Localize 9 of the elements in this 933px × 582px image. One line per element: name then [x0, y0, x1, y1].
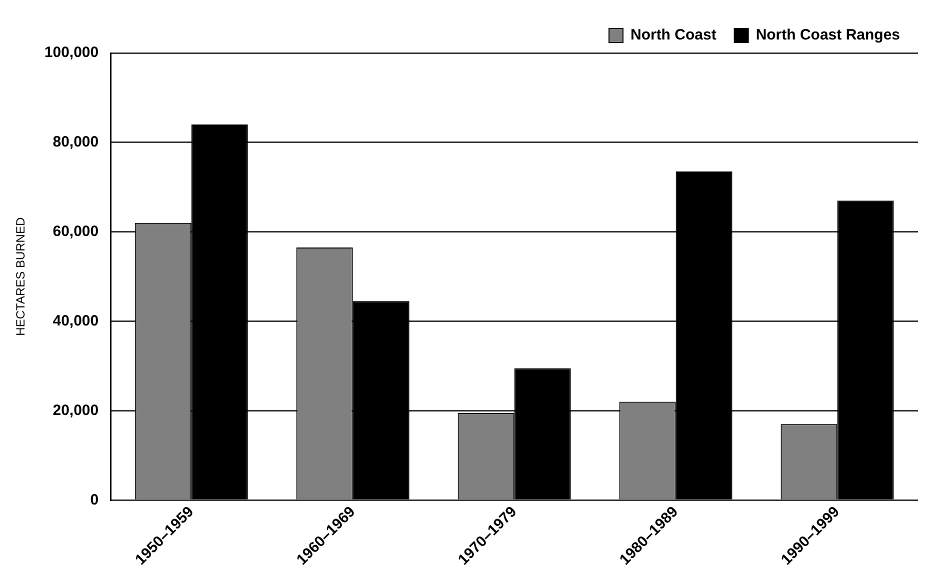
y-axis-title: HECTARES BURNED: [14, 217, 28, 336]
y-tick-label: 0: [90, 491, 99, 508]
y-tick-label: 80,000: [52, 134, 99, 151]
y-tick-label: 40,000: [52, 312, 99, 330]
y-tick-label: 100,000: [44, 44, 99, 62]
y-tick-label: 60,000: [52, 223, 99, 240]
legend-label: North Coast: [630, 26, 716, 44]
y-tick-label: 20,000: [52, 402, 99, 419]
legend-label: North Coast Ranges: [756, 26, 900, 44]
